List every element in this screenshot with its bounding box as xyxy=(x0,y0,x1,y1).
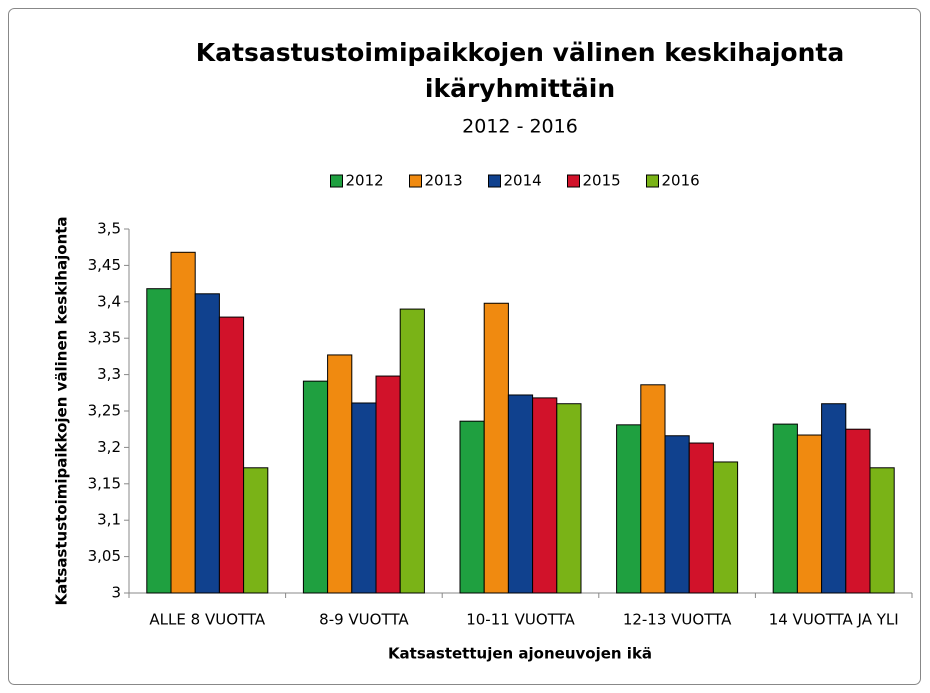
bar xyxy=(375,375,401,594)
x-axis-label: Katsastettujen ajoneuvojen ikä xyxy=(388,645,652,663)
bar xyxy=(664,435,690,594)
bar xyxy=(243,467,269,594)
y-tick-label: 3,2 xyxy=(97,438,121,456)
legend-swatch xyxy=(646,174,659,188)
x-tick-label: 8-9 VUOTTA xyxy=(319,611,409,629)
y-tick-label: 3,45 xyxy=(88,256,121,274)
bar xyxy=(845,428,871,594)
y-tick-label: 3,4 xyxy=(97,292,121,310)
bar xyxy=(688,442,714,594)
bar xyxy=(218,316,245,594)
y-tick-label: 3,1 xyxy=(97,511,121,529)
y-axis-label: Katsastustoimipaikkojen välinen keskihaj… xyxy=(53,216,71,605)
bar xyxy=(532,397,558,594)
legend-label: 2016 xyxy=(662,172,700,190)
y-tick-label: 3,15 xyxy=(88,474,121,492)
legend-label: 2013 xyxy=(425,172,463,190)
x-tick-label: 12-13 VUOTTA xyxy=(623,611,732,629)
bar xyxy=(507,394,534,594)
legend-swatch xyxy=(488,174,501,188)
bar xyxy=(146,288,172,594)
legend-label: 2015 xyxy=(583,172,621,190)
bar xyxy=(556,403,582,594)
legend-swatch xyxy=(567,174,580,188)
y-tick-label: 3,35 xyxy=(88,329,121,347)
chart-title: ikäryhmittäin xyxy=(425,74,615,103)
legend-swatch xyxy=(409,174,422,188)
bar xyxy=(712,461,739,594)
y-tick-label: 3,3 xyxy=(97,365,121,383)
bar xyxy=(821,403,847,594)
bar xyxy=(170,251,196,594)
bar xyxy=(351,402,377,594)
bar xyxy=(869,467,895,594)
x-tick-label: ALLE 8 VUOTTA xyxy=(149,611,265,629)
bar xyxy=(640,384,666,594)
bar xyxy=(772,423,798,594)
legend-label: 2012 xyxy=(346,172,384,190)
chart-title: Katsastustoimipaikkojen välinen keskihaj… xyxy=(196,38,844,67)
x-tick-label: 14 VUOTTA JA YLI xyxy=(769,611,899,629)
chart-subtitle: 2012 - 2016 xyxy=(462,116,578,138)
y-tick-label: 3,5 xyxy=(97,220,121,238)
y-tick-label: 3 xyxy=(111,584,121,602)
bar xyxy=(399,308,425,594)
legend-label: 2014 xyxy=(504,172,542,190)
bar xyxy=(616,424,642,594)
y-tick-label: 3,05 xyxy=(88,547,121,565)
bar xyxy=(796,434,823,594)
y-tick-label: 3,25 xyxy=(88,402,121,420)
legend-swatch xyxy=(330,174,343,188)
bar xyxy=(459,420,485,594)
bar xyxy=(302,380,329,594)
bar xyxy=(194,293,220,594)
bar xyxy=(483,302,509,594)
x-tick-label: 10-11 VUOTTA xyxy=(466,611,575,629)
bar xyxy=(327,354,353,594)
